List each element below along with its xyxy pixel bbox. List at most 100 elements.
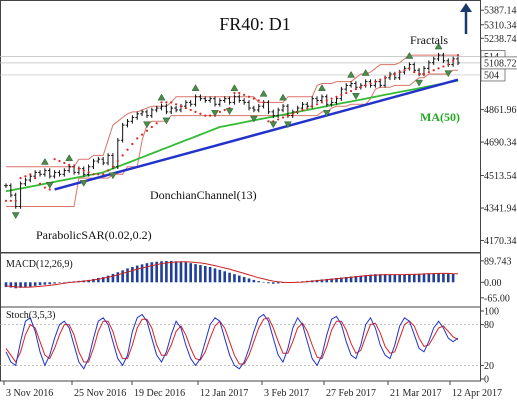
psar-dot bbox=[456, 53, 460, 57]
fractal-down-icon bbox=[415, 79, 424, 87]
macd-bar bbox=[38, 282, 42, 286]
stoch-k-line bbox=[5, 313, 459, 370]
macd-tick-label: 0.00 bbox=[484, 278, 502, 289]
price-tick-label: 4170.34 bbox=[484, 236, 517, 247]
stoch-d-line bbox=[5, 317, 459, 365]
psar-dot bbox=[126, 148, 129, 151]
fractal-up-icon bbox=[259, 89, 268, 97]
psar-dot bbox=[262, 101, 265, 104]
fractal-down-icon bbox=[162, 117, 171, 125]
psar-dot bbox=[38, 182, 42, 185]
psar-dot bbox=[359, 86, 362, 89]
macd-bar bbox=[325, 278, 329, 283]
macd-bar bbox=[237, 275, 241, 283]
psar-dot bbox=[223, 108, 226, 112]
macd-bar bbox=[398, 274, 401, 283]
fractal-down-icon bbox=[143, 121, 151, 129]
x-tick-label: 3 Feb 2017 bbox=[264, 388, 309, 399]
macd-bar bbox=[33, 282, 37, 286]
fractal-up-icon bbox=[191, 84, 200, 91]
psar-dot bbox=[335, 95, 338, 98]
psar-dot bbox=[408, 67, 411, 70]
psar-dot bbox=[116, 159, 119, 163]
psar-dot bbox=[398, 71, 401, 74]
fractal-up-icon bbox=[347, 70, 356, 78]
x-tick-label: 25 Nov 2016 bbox=[74, 388, 126, 399]
psar-dot bbox=[14, 199, 17, 202]
macd-bar bbox=[437, 273, 440, 283]
psar-dot bbox=[63, 161, 66, 165]
x-tick-label: 27 Feb 2017 bbox=[326, 388, 376, 399]
macd-bar bbox=[208, 266, 212, 283]
psar-dot bbox=[29, 173, 32, 176]
psar-dot bbox=[267, 120, 270, 123]
psar-dot bbox=[209, 114, 212, 117]
x-tick-label: 12 Apr 2017 bbox=[452, 388, 502, 399]
psar-dot bbox=[4, 199, 8, 202]
fractal-up-icon bbox=[317, 84, 326, 91]
macd-bar bbox=[427, 273, 431, 283]
psar-dot bbox=[301, 108, 304, 112]
macd-bar bbox=[272, 282, 275, 284]
psar-dot bbox=[9, 199, 12, 202]
macd-bar bbox=[403, 274, 406, 283]
fractal-up-icon bbox=[65, 154, 74, 161]
psar-dot bbox=[340, 93, 343, 96]
stoch-tick-label: 80 bbox=[484, 320, 494, 331]
psar-dot bbox=[102, 173, 105, 176]
psar-dot bbox=[369, 82, 372, 85]
x-tick-label: 19 Dec 2016 bbox=[134, 388, 185, 399]
psar-dot bbox=[194, 110, 197, 113]
macd-bar bbox=[335, 277, 338, 283]
macd-bar bbox=[223, 271, 227, 283]
psar-dot bbox=[320, 101, 324, 104]
macd-bar bbox=[165, 261, 168, 283]
x-tick-label: 21 Mar 2017 bbox=[390, 388, 442, 399]
fractal-down-icon bbox=[79, 180, 88, 187]
psar-dot bbox=[175, 103, 178, 106]
psar-dot bbox=[413, 71, 416, 74]
psar-dot bbox=[170, 101, 173, 104]
macd-bar bbox=[199, 265, 202, 283]
macd-bar bbox=[320, 279, 324, 283]
chart-title: FR40: D1 bbox=[219, 14, 291, 34]
psar-dot bbox=[111, 165, 115, 168]
psar-dot bbox=[252, 97, 255, 100]
fractal-up-icon bbox=[279, 93, 287, 101]
fractal-up-icon bbox=[405, 52, 414, 59]
fractal-up-icon bbox=[361, 69, 370, 76]
psar-dot bbox=[311, 105, 314, 108]
psar-dot bbox=[379, 78, 382, 81]
psar-dot bbox=[204, 114, 207, 117]
macd-bar bbox=[242, 277, 246, 283]
psar-dot bbox=[437, 67, 440, 70]
psar-dot bbox=[72, 165, 76, 168]
macd-bar bbox=[53, 282, 56, 284]
macd-bar bbox=[359, 275, 363, 283]
price-tick-label: 5387.14 bbox=[484, 6, 517, 17]
macd-bar bbox=[408, 274, 411, 283]
stoch-tick-label: 20 bbox=[484, 361, 494, 372]
psar-dot bbox=[53, 158, 56, 161]
macd-bar bbox=[169, 261, 173, 283]
macd-bar bbox=[48, 282, 52, 285]
psar-dot bbox=[160, 101, 163, 104]
fractal-down-icon bbox=[108, 172, 117, 180]
psar-dot bbox=[19, 176, 22, 180]
up-arrow-icon bbox=[460, 3, 472, 34]
price-tick-label: 4341.94 bbox=[484, 204, 517, 215]
psar-dot bbox=[291, 112, 294, 115]
macd-bar bbox=[116, 272, 120, 283]
macd-bar bbox=[349, 276, 353, 283]
psar-dot bbox=[233, 91, 236, 95]
axis-layer: 5387.14 5310.34 5238.74 4861.96 4690.34 4513.… bbox=[3, 6, 517, 399]
macd-tick-label: -65.00 bbox=[484, 293, 510, 304]
psar-dot bbox=[218, 110, 221, 113]
price-layer bbox=[0, 42, 480, 220]
macd-bar bbox=[257, 281, 261, 283]
macd-bar bbox=[24, 282, 27, 288]
price-tick-label: 4861.96 bbox=[484, 105, 517, 116]
macd-bar bbox=[378, 274, 382, 283]
macd-bar bbox=[354, 276, 358, 283]
macd-bar bbox=[247, 278, 251, 283]
